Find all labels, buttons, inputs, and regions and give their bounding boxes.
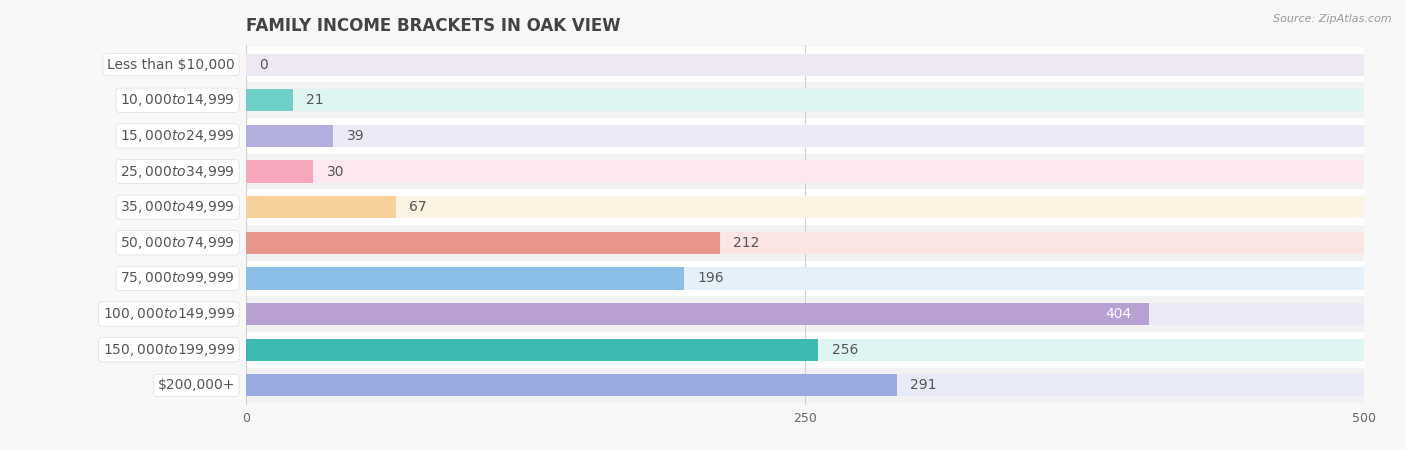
Bar bbox=[246, 296, 1364, 332]
Text: FAMILY INCOME BRACKETS IN OAK VIEW: FAMILY INCOME BRACKETS IN OAK VIEW bbox=[246, 17, 620, 35]
Text: $50,000 to $74,999: $50,000 to $74,999 bbox=[120, 235, 235, 251]
Bar bbox=[246, 161, 314, 183]
Text: 256: 256 bbox=[832, 343, 858, 357]
Text: 21: 21 bbox=[307, 93, 323, 107]
Bar bbox=[246, 189, 1364, 225]
Text: $75,000 to $99,999: $75,000 to $99,999 bbox=[120, 270, 235, 287]
Text: $35,000 to $49,999: $35,000 to $49,999 bbox=[120, 199, 235, 215]
Bar bbox=[246, 332, 1364, 368]
Bar bbox=[246, 303, 1364, 325]
Bar bbox=[246, 125, 333, 147]
Bar bbox=[246, 232, 720, 254]
Bar bbox=[246, 125, 1364, 147]
Bar bbox=[246, 374, 1364, 396]
Text: $100,000 to $149,999: $100,000 to $149,999 bbox=[103, 306, 235, 322]
Bar bbox=[246, 82, 1364, 118]
Bar bbox=[246, 339, 1364, 361]
Bar bbox=[246, 261, 1364, 296]
Text: 291: 291 bbox=[910, 378, 936, 392]
Text: $200,000+: $200,000+ bbox=[157, 378, 235, 392]
Bar bbox=[246, 161, 1364, 183]
Bar bbox=[246, 368, 1364, 403]
Bar bbox=[246, 374, 897, 396]
Text: Less than $10,000: Less than $10,000 bbox=[107, 58, 235, 72]
Bar bbox=[246, 225, 1364, 261]
Bar bbox=[246, 89, 292, 111]
Text: Source: ZipAtlas.com: Source: ZipAtlas.com bbox=[1274, 14, 1392, 23]
Text: 196: 196 bbox=[697, 271, 724, 285]
Bar bbox=[246, 118, 1364, 154]
Bar bbox=[246, 54, 1364, 76]
Bar bbox=[246, 89, 1364, 111]
Text: 0: 0 bbox=[260, 58, 269, 72]
Text: $25,000 to $34,999: $25,000 to $34,999 bbox=[120, 163, 235, 180]
Text: $150,000 to $199,999: $150,000 to $199,999 bbox=[103, 342, 235, 358]
Text: 67: 67 bbox=[409, 200, 427, 214]
Text: 212: 212 bbox=[734, 236, 759, 250]
Bar bbox=[246, 303, 1149, 325]
Text: $10,000 to $14,999: $10,000 to $14,999 bbox=[120, 92, 235, 108]
Bar bbox=[246, 267, 1364, 289]
Text: 30: 30 bbox=[326, 165, 344, 179]
Text: 39: 39 bbox=[347, 129, 364, 143]
Bar bbox=[246, 196, 396, 218]
Bar bbox=[246, 267, 685, 289]
Bar bbox=[246, 339, 818, 361]
Bar bbox=[246, 196, 1364, 218]
Bar bbox=[246, 232, 1364, 254]
Text: $15,000 to $24,999: $15,000 to $24,999 bbox=[120, 128, 235, 144]
Bar bbox=[246, 154, 1364, 189]
Text: 404: 404 bbox=[1105, 307, 1132, 321]
Bar bbox=[246, 47, 1364, 82]
